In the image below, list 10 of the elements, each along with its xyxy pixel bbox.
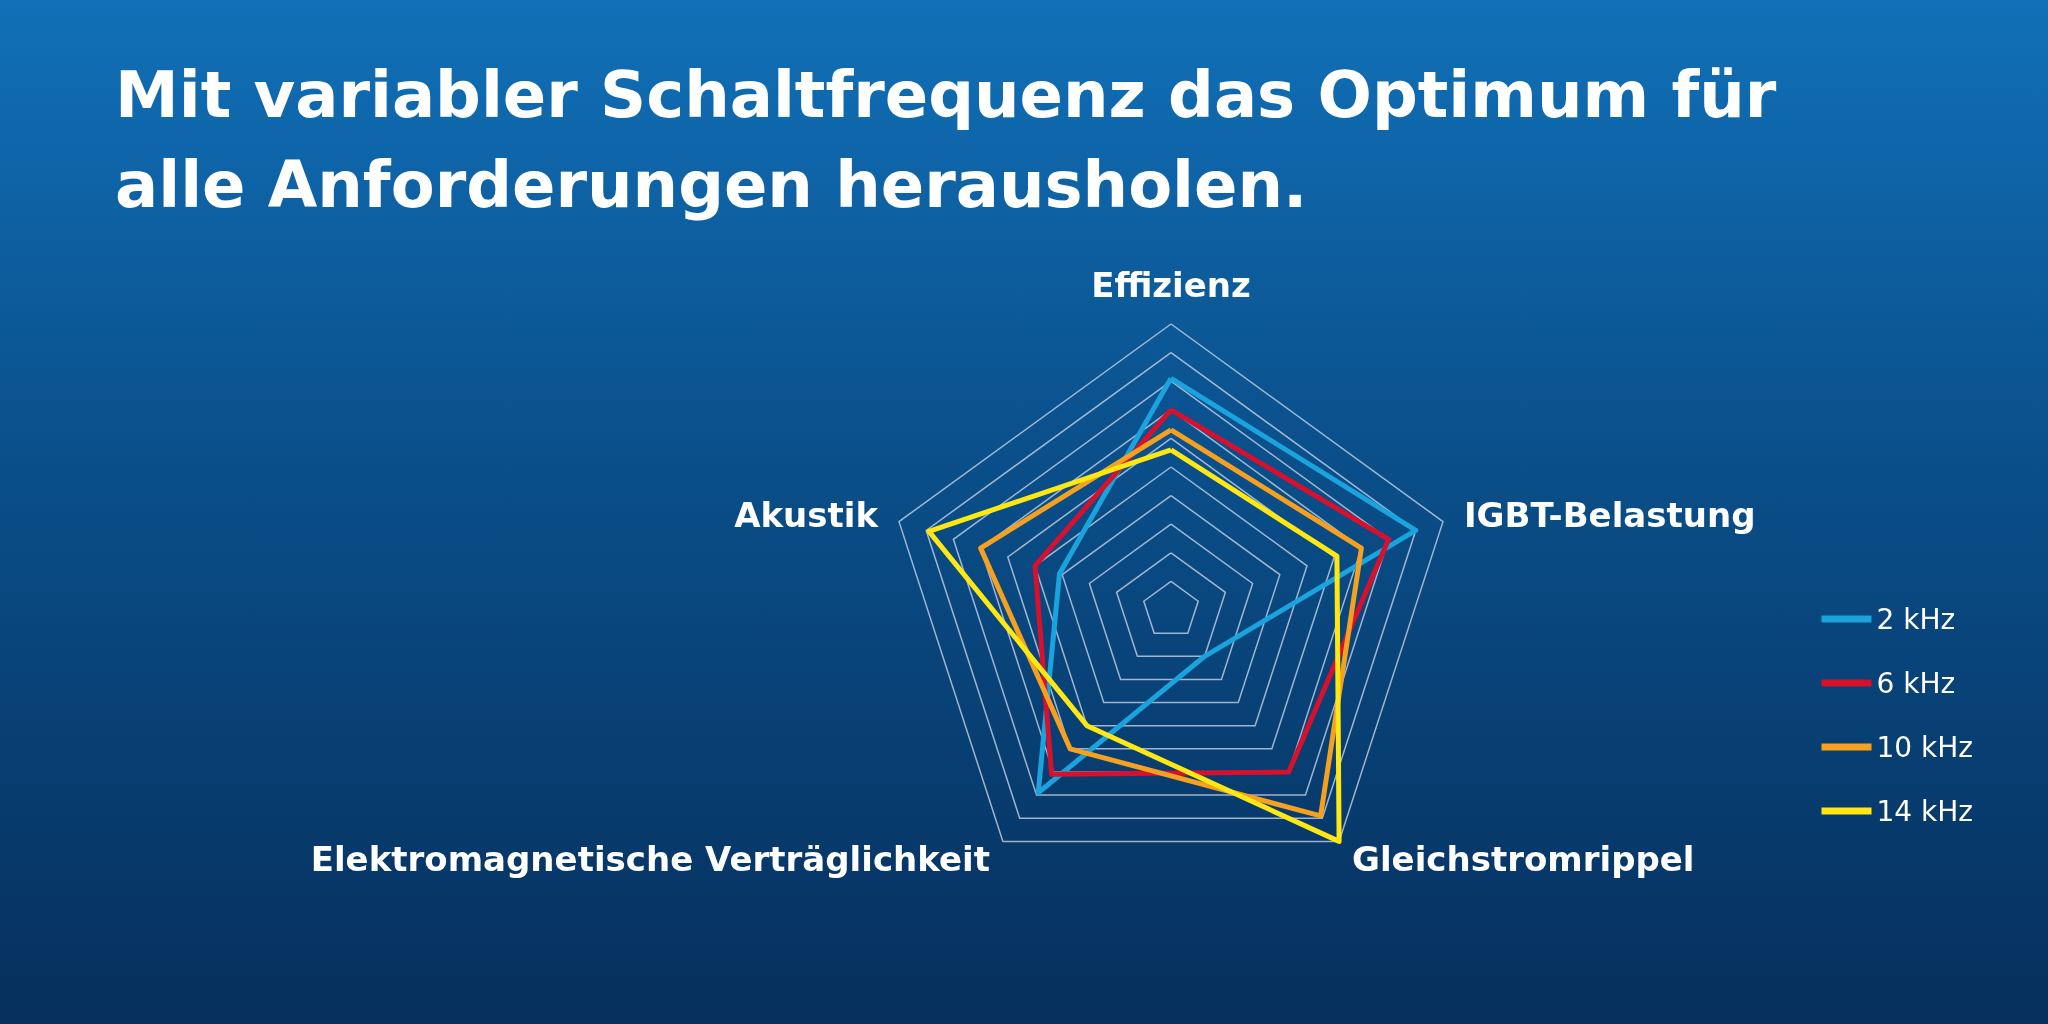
- legend-label: 10 kHz: [1876, 730, 1973, 764]
- spoke-label: Effizienz: [1091, 265, 1251, 305]
- spoke-label: Akustik: [734, 494, 880, 535]
- chart-title: Mit variabler Schaltfrequenz das Optimum für alle Anforderungen herausholen.: [115, 58, 1799, 222]
- spoke-label: Elektromagnetische Verträglichkeit: [310, 839, 990, 880]
- legend-label: 14 kHz: [1876, 794, 1973, 828]
- spoke-label: Gleichstromrippel: [1352, 839, 1695, 880]
- spoke-label: IGBT-Belastung: [1463, 494, 1756, 535]
- legend-label: 2 kHz: [1876, 602, 1956, 636]
- legend-label: 6 kHz: [1876, 666, 1956, 700]
